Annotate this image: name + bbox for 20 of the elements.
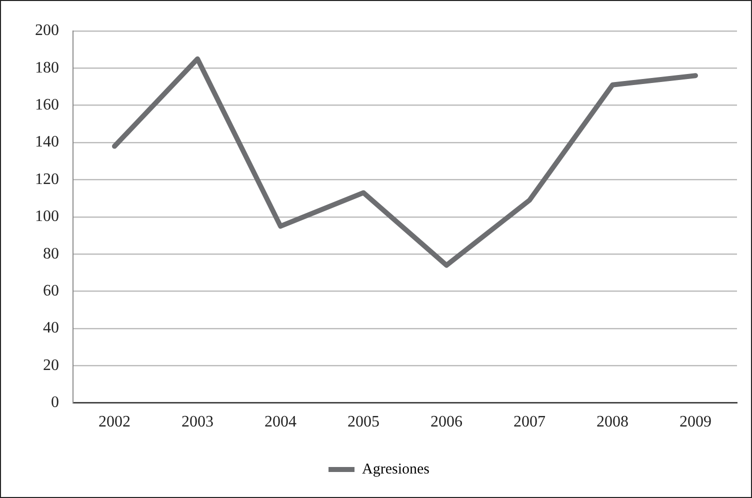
y-tick-label: 100 [35, 208, 59, 226]
y-tick-label: 80 [43, 245, 59, 262]
x-tick-label: 2005 [348, 414, 380, 431]
y-tick-label: 20 [43, 356, 59, 374]
legend-label: Agresiones [362, 461, 430, 478]
x-tick-label: 2003 [182, 414, 214, 431]
y-tick-label: 120 [35, 170, 59, 188]
x-tick-label: 2008 [596, 414, 628, 431]
y-tick-label: 180 [35, 59, 59, 76]
x-tick-label: 2002 [98, 414, 130, 431]
x-tick-label: 2004 [264, 414, 296, 431]
y-tick-label: 200 [35, 22, 59, 40]
y-tick-label: 40 [43, 320, 59, 337]
y-tick-label: 0 [51, 394, 59, 412]
y-tick-label: 160 [35, 96, 59, 114]
x-tick-label: 2007 [514, 414, 546, 431]
x-tick-label: 2009 [680, 414, 712, 431]
y-tick-label: 140 [35, 134, 59, 151]
y-tick-label: 60 [43, 282, 59, 300]
x-tick-label: 2006 [430, 414, 462, 431]
